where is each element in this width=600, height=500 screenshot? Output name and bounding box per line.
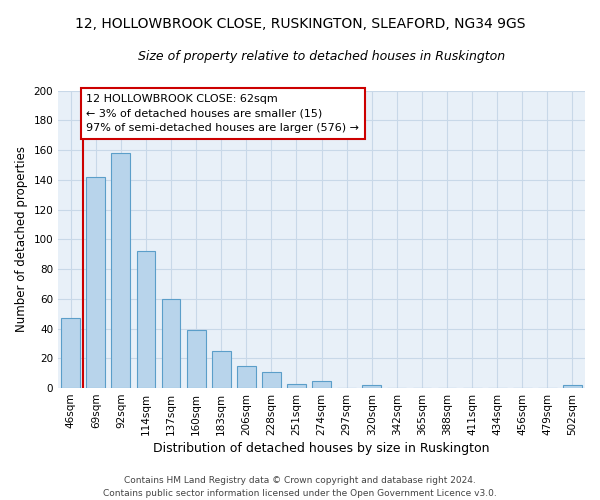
Bar — [86, 177, 105, 388]
Bar — [362, 385, 381, 388]
Bar — [161, 299, 181, 388]
Bar — [262, 372, 281, 388]
X-axis label: Distribution of detached houses by size in Ruskington: Distribution of detached houses by size … — [154, 442, 490, 455]
Bar — [563, 385, 582, 388]
Bar — [61, 318, 80, 388]
Bar — [312, 380, 331, 388]
Bar — [112, 153, 130, 388]
Bar — [137, 251, 155, 388]
Text: 12, HOLLOWBROOK CLOSE, RUSKINGTON, SLEAFORD, NG34 9GS: 12, HOLLOWBROOK CLOSE, RUSKINGTON, SLEAF… — [75, 18, 525, 32]
Bar — [212, 351, 230, 388]
Title: Size of property relative to detached houses in Ruskington: Size of property relative to detached ho… — [138, 50, 505, 63]
Text: Contains HM Land Registry data © Crown copyright and database right 2024.
Contai: Contains HM Land Registry data © Crown c… — [103, 476, 497, 498]
Y-axis label: Number of detached properties: Number of detached properties — [15, 146, 28, 332]
Bar — [287, 384, 306, 388]
Text: 12 HOLLOWBROOK CLOSE: 62sqm
← 3% of detached houses are smaller (15)
97% of semi: 12 HOLLOWBROOK CLOSE: 62sqm ← 3% of deta… — [86, 94, 359, 133]
Bar — [187, 330, 206, 388]
Bar — [237, 366, 256, 388]
